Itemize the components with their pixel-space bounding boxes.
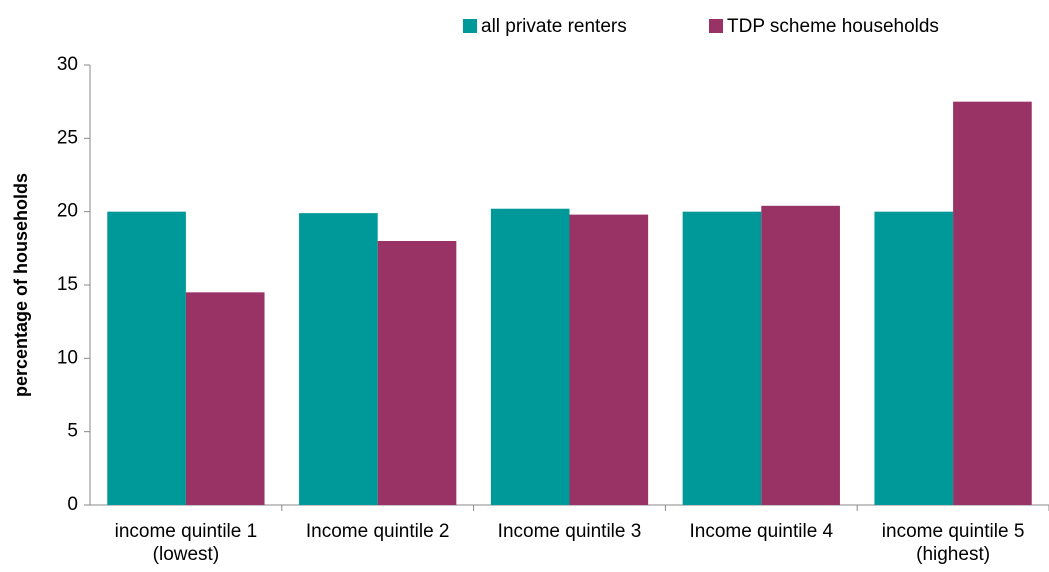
y-axis-label: percentage of households <box>11 173 31 397</box>
bar <box>185 292 265 505</box>
legend-label: TDP scheme households <box>727 16 939 37</box>
y-tick-label: 5 <box>67 421 78 442</box>
y-tick-label: 30 <box>57 54 78 75</box>
bar <box>953 101 1032 506</box>
x-tick-label: income quintile 1 (lowest) <box>115 521 258 565</box>
bar <box>874 211 954 505</box>
y-tick-label: 0 <box>67 494 78 515</box>
bar <box>682 211 762 505</box>
legend-swatch <box>709 19 723 33</box>
bar <box>761 205 840 506</box>
bar <box>299 213 378 505</box>
legend-label: all private renters <box>481 16 627 37</box>
y-tick-label: 25 <box>57 127 78 148</box>
x-tick-label: income quintile 5 (highest) <box>882 521 1025 565</box>
x-tick-label: Income quintile 4 <box>689 521 833 542</box>
y-tick-label: 10 <box>57 347 78 368</box>
x-tick-label: Income quintile 2 <box>306 521 450 542</box>
bar <box>569 214 649 505</box>
legend-item: all private renters <box>463 16 627 37</box>
y-tick-label: 15 <box>57 274 78 295</box>
x-tick-label: Income quintile 3 <box>498 521 642 542</box>
bar <box>377 241 457 505</box>
y-tick-label: 20 <box>57 201 78 222</box>
bar <box>107 211 186 505</box>
legend-item: TDP scheme households <box>709 16 939 37</box>
bar <box>490 208 570 505</box>
legend-swatch <box>463 19 477 33</box>
